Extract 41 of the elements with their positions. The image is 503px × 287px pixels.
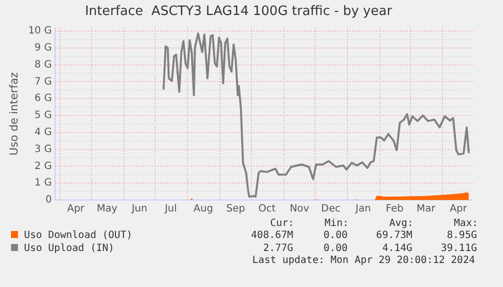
y-tick-label: 4 G (34, 126, 52, 138)
y-tick-label: 3 G (34, 144, 52, 155)
y-tick-label: 2 G (34, 160, 52, 172)
text: 69.73M (375, 229, 414, 242)
x-tick-label: Feb (386, 204, 404, 215)
y-tick-label: 0 (45, 194, 52, 206)
x-tick-label: May (96, 204, 118, 215)
y-tick-label: 1 G (34, 178, 52, 189)
x-tick-label: Jan (354, 204, 371, 215)
y-tick-label: 8 G (34, 59, 52, 70)
x-tick-label: Aug (194, 204, 214, 215)
text: Cur: (269, 218, 294, 229)
x-tick-label: Oct (258, 204, 276, 215)
x-tick-label: Apr (67, 204, 86, 215)
x-tick-label: Apr (450, 204, 468, 215)
text: 8.95G (446, 229, 478, 242)
y-axis-title: Uso de interfaz (7, 72, 20, 156)
chart-title: Interface ASCTY3 LAG14 100G traffic - by year (84, 4, 393, 20)
text: 4.14G (381, 242, 414, 255)
y-tick-label: 9 G (34, 42, 52, 54)
text: 2.77G (262, 242, 294, 255)
text: Last update: Mon Apr 29 20:00:12 2024 (251, 255, 475, 266)
x-tick-label: Dec (321, 204, 341, 215)
x-tick-label: Nov (290, 204, 310, 215)
y-tick-label: 6 G (34, 93, 52, 104)
text: Max: (452, 218, 478, 229)
y-tick-label: 7 G (34, 76, 52, 88)
text: 408.67M (250, 229, 294, 242)
x-tick-label: Jul (164, 204, 177, 215)
legend-label: Uso Upload (IN) (23, 242, 116, 255)
text: 0.00 (322, 229, 349, 242)
x-tick-label: Mar (416, 204, 436, 215)
y-tick-label: 5 G (34, 110, 52, 122)
y-tick-label: 10 G (28, 26, 52, 37)
text: Avg: (388, 218, 414, 229)
x-tick-label: Jun (130, 204, 148, 215)
legend-label: Uso Download (OUT) (23, 229, 134, 242)
x-tick-label: Sep (226, 204, 246, 215)
text: 39.11G (440, 242, 478, 255)
text: Min: (324, 218, 349, 229)
text: 0.00 (322, 242, 349, 255)
